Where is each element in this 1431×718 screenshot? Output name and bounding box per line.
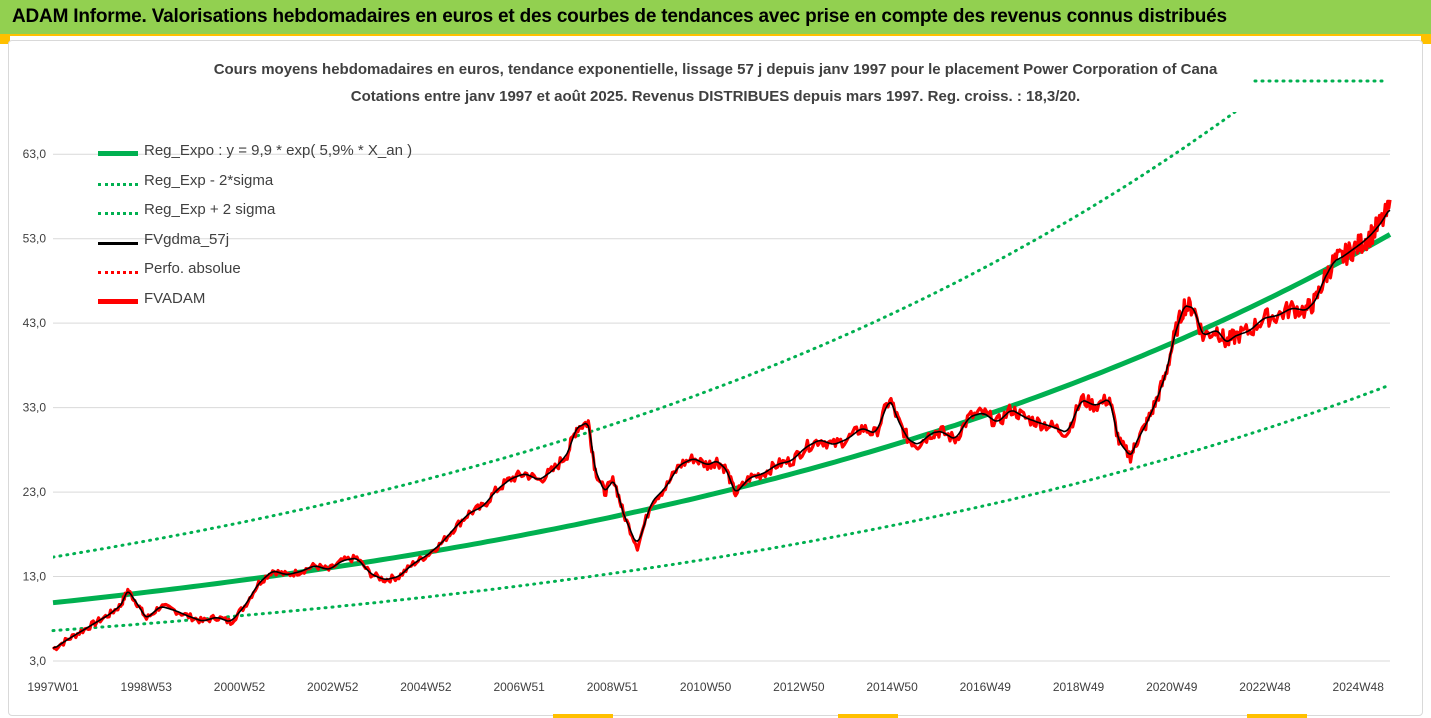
x-tick-label: 2012W50 [773, 680, 825, 694]
bottom-accent-tab-3 [1247, 714, 1307, 718]
x-tick-label: 1997W01 [27, 680, 79, 694]
x-tick-label: 2010W50 [680, 680, 732, 694]
x-tick-label: 2020W49 [1146, 680, 1198, 694]
legend-label: FVADAM [144, 289, 206, 307]
chart-area-frame [8, 40, 1423, 716]
legend-label: Reg_Expo : y = 9,9 * exp( 5,9% * X_an ) [144, 142, 413, 159]
x-tick-label: 2014W50 [866, 680, 918, 694]
banner-title: ADAM Informe. Valorisations hebdomadaire… [12, 6, 1227, 27]
series-reg-exp-plus-2sigma [53, 112, 1238, 559]
legend-label: Reg_Exp + 2 sigma [144, 201, 276, 218]
chart-title-line-2: Cotations entre janv 1997 et août 2025. … [350, 88, 1081, 105]
x-tick-label: 2018W49 [1053, 680, 1105, 694]
series-reg-expo [52, 232, 1392, 606]
x-tick-label: 2006W51 [493, 680, 545, 694]
x-tick-label: 2004W52 [400, 680, 452, 694]
y-tick-label: 63,0 [23, 147, 47, 161]
legend-swatch-reg-exp-plus [98, 212, 138, 215]
legend-swatch-fvgdma [98, 241, 138, 245]
series-fvadam [51, 199, 1392, 652]
y-tick-label: 53,0 [23, 232, 47, 246]
legend-swatch-reg-exp-minus [98, 182, 138, 186]
x-tick-label: 2000W52 [214, 680, 266, 694]
series-fvgdma-57j [52, 209, 1391, 649]
x-tick-label: 2024W48 [1333, 680, 1385, 694]
legend-label: Perfo. absolue [144, 260, 241, 277]
y-tick-label: 13,0 [23, 570, 47, 584]
bottom-accent-tab-1 [553, 714, 613, 718]
header-banner: ADAM Informe. Valorisations hebdomadaire… [0, 0, 1431, 36]
x-tick-label: 2016W49 [960, 680, 1012, 694]
y-tick-label: 33,0 [23, 401, 47, 415]
x-tick-label: 1998W53 [121, 680, 173, 694]
bottom-accent-tab-2 [838, 714, 898, 718]
corner-accent-left [0, 36, 10, 44]
y-tick-label: 23,0 [23, 485, 47, 499]
x-tick-label: 2008W51 [587, 680, 639, 694]
chart-title-line-1: Cours moyens hebdomadaires en euros, ten… [213, 61, 1218, 78]
y-tick-label: 43,0 [23, 316, 47, 330]
x-tick-label: 2022W48 [1239, 680, 1291, 694]
corner-accent-right [1421, 36, 1431, 44]
legend-label: Reg_Exp - 2*sigma [144, 171, 274, 189]
legend-label: FVgdma_57j [144, 230, 230, 248]
legend-swatch-reg-expo [98, 151, 138, 156]
y-tick-label: 3,0 [29, 654, 46, 668]
x-tick-label: 2002W52 [307, 680, 359, 694]
series-reg-exp-minus-2sigma [51, 383, 1392, 633]
legend-swatch-fvadam [98, 298, 138, 304]
legend-swatch-perfo-absolue [98, 271, 138, 274]
